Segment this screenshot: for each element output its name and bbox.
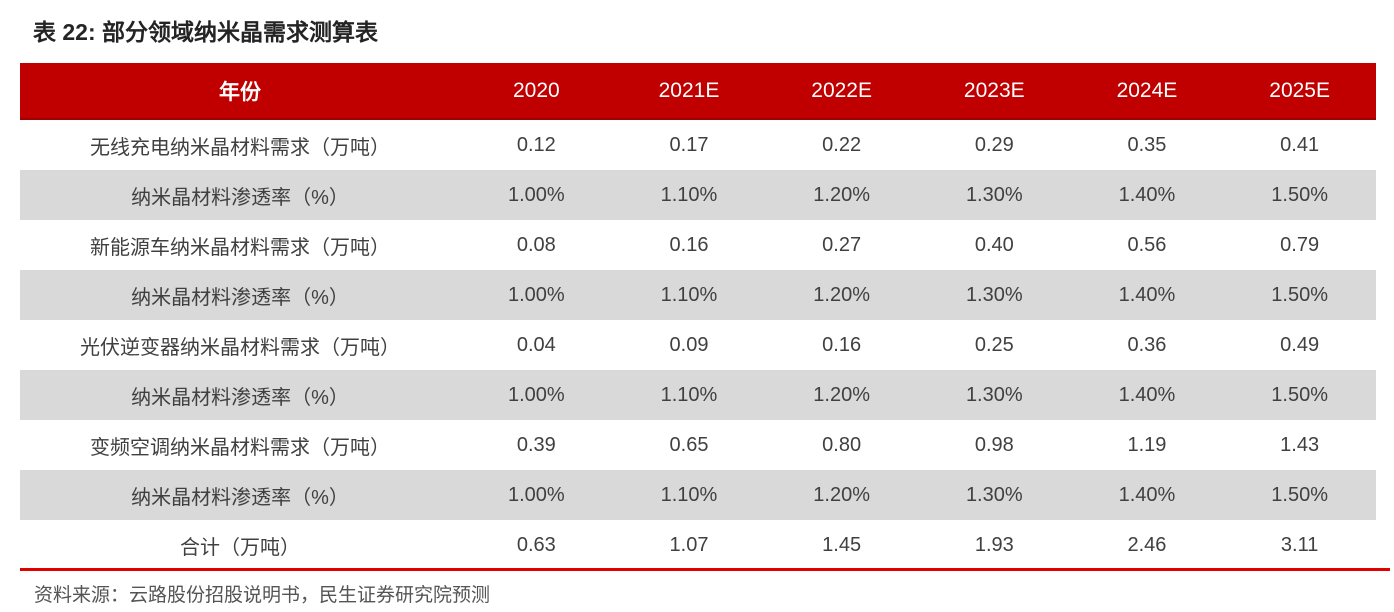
- value-cell: 1.50%: [1223, 270, 1376, 320]
- value-cell: 1.40%: [1070, 170, 1224, 220]
- table-row: 新能源车纳米晶材料需求（万吨） 0.08 0.16 0.27 0.40 0.56…: [20, 220, 1376, 270]
- value-cell: 0.65: [669, 433, 709, 456]
- demand-table: 年份 2020 2021E 2022E 2023E 2024E 2025E 无线…: [20, 63, 1376, 570]
- row-label: 纳米晶材料渗透率（%）: [20, 470, 460, 520]
- value-cell: 0.08: [516, 233, 556, 256]
- value-cell: 1.40%: [1070, 470, 1224, 520]
- column-header-year: 年份: [20, 63, 460, 120]
- table-row: 无线充电纳米晶材料需求（万吨） 0.12 0.17 0.22 0.29 0.35…: [20, 119, 1376, 170]
- row-label: 光伏逆变器纳米晶材料需求（万吨）: [80, 336, 400, 359]
- value-cell: 0.41: [1280, 133, 1320, 156]
- value-cell: 0.56: [1127, 233, 1167, 256]
- value-cell: 1.00%: [460, 170, 613, 220]
- column-header: 2021E: [612, 63, 766, 120]
- row-label: 合计（万吨）: [180, 536, 300, 559]
- row-label: 无线充电纳米晶材料需求（万吨）: [90, 136, 390, 159]
- table-row: 纳米晶材料渗透率（%） 1.00% 1.10% 1.20% 1.30% 1.40…: [20, 270, 1376, 320]
- value-cell: 0.49: [1280, 333, 1320, 356]
- value-cell: 0.40: [974, 233, 1014, 256]
- value-cell: 0.16: [822, 333, 862, 356]
- value-cell: 1.45: [822, 533, 862, 556]
- value-cell: 1.10%: [612, 170, 766, 220]
- value-cell: 1.20%: [765, 370, 918, 420]
- column-header: 2022E: [765, 63, 918, 120]
- value-cell: 0.17: [669, 133, 709, 156]
- value-cell: 1.30%: [917, 370, 1071, 420]
- value-cell: 1.10%: [612, 270, 766, 320]
- value-cell: 3.11: [1280, 533, 1319, 556]
- value-cell: 1.20%: [765, 270, 918, 320]
- value-cell: 0.29: [974, 133, 1014, 156]
- value-cell: 1.30%: [917, 270, 1071, 320]
- value-cell: 1.40%: [1070, 370, 1224, 420]
- table-row: 纳米晶材料渗透率（%） 1.00% 1.10% 1.20% 1.30% 1.40…: [20, 370, 1376, 420]
- value-cell: 0.39: [516, 433, 556, 456]
- value-cell: 1.07: [669, 533, 709, 556]
- value-cell: 0.80: [822, 433, 862, 456]
- value-cell: 1.20%: [765, 170, 918, 220]
- header-row: 年份 2020 2021E 2022E 2023E 2024E 2025E: [20, 63, 1376, 120]
- value-cell: 0.27: [822, 233, 862, 256]
- value-cell: 0.04: [516, 333, 556, 356]
- value-cell: 0.09: [669, 333, 709, 356]
- column-header: 2025E: [1223, 63, 1376, 120]
- table-row: 纳米晶材料渗透率（%） 1.00% 1.10% 1.20% 1.30% 1.40…: [20, 470, 1376, 520]
- column-header: 2024E: [1070, 63, 1224, 120]
- value-cell: 1.43: [1280, 433, 1320, 456]
- value-cell: 1.50%: [1223, 470, 1376, 520]
- value-cell: 1.19: [1127, 433, 1167, 456]
- table-bottom-rule: [20, 568, 1390, 571]
- source-note: 资料来源：云路股份招股说明书，民生证券研究院预测: [34, 585, 491, 606]
- value-cell: 1.00%: [460, 270, 613, 320]
- value-cell: 1.93: [974, 533, 1014, 556]
- value-cell: 0.12: [516, 133, 556, 156]
- row-label: 纳米晶材料渗透率（%）: [20, 270, 460, 320]
- value-cell: 1.50%: [1223, 170, 1376, 220]
- value-cell: 0.36: [1127, 333, 1167, 356]
- value-cell: 1.20%: [765, 470, 918, 520]
- row-label: 新能源车纳米晶材料需求（万吨）: [90, 236, 390, 259]
- value-cell: 0.16: [669, 233, 709, 256]
- table-row: 纳米晶材料渗透率（%） 1.00% 1.10% 1.20% 1.30% 1.40…: [20, 170, 1376, 220]
- table-row: 变频空调纳米晶材料需求（万吨） 0.39 0.65 0.80 0.98 1.19…: [20, 420, 1376, 470]
- value-cell: 1.00%: [460, 370, 613, 420]
- value-cell: 2.46: [1127, 533, 1167, 556]
- value-cell: 0.79: [1280, 233, 1320, 256]
- table-row-total: 合计（万吨） 0.63 1.07 1.45 1.93 2.46 3.11: [20, 520, 1376, 570]
- row-label: 纳米晶材料渗透率（%）: [20, 370, 460, 420]
- value-cell: 1.10%: [612, 470, 766, 520]
- value-cell: 0.35: [1127, 133, 1167, 156]
- value-cell: 0.63: [516, 533, 556, 556]
- row-label: 纳米晶材料渗透率（%）: [20, 170, 460, 220]
- value-cell: 1.40%: [1070, 270, 1224, 320]
- column-header: 2023E: [917, 63, 1071, 120]
- value-cell: 0.22: [822, 133, 862, 156]
- table-row: 光伏逆变器纳米晶材料需求（万吨） 0.04 0.09 0.16 0.25 0.3…: [20, 320, 1376, 370]
- value-cell: 1.30%: [917, 170, 1071, 220]
- value-cell: 1.30%: [917, 470, 1071, 520]
- value-cell: 0.25: [974, 333, 1014, 356]
- value-cell: 1.00%: [460, 470, 613, 520]
- value-cell: 1.50%: [1223, 370, 1376, 420]
- row-label: 变频空调纳米晶材料需求（万吨）: [90, 436, 390, 459]
- value-cell: 1.10%: [612, 370, 766, 420]
- column-header: 2020: [460, 63, 613, 120]
- table-title: 表 22: 部分领域纳米晶需求测算表: [33, 19, 379, 45]
- value-cell: 0.98: [974, 433, 1014, 456]
- table-container: 年份 2020 2021E 2022E 2023E 2024E 2025E 无线…: [20, 63, 1376, 570]
